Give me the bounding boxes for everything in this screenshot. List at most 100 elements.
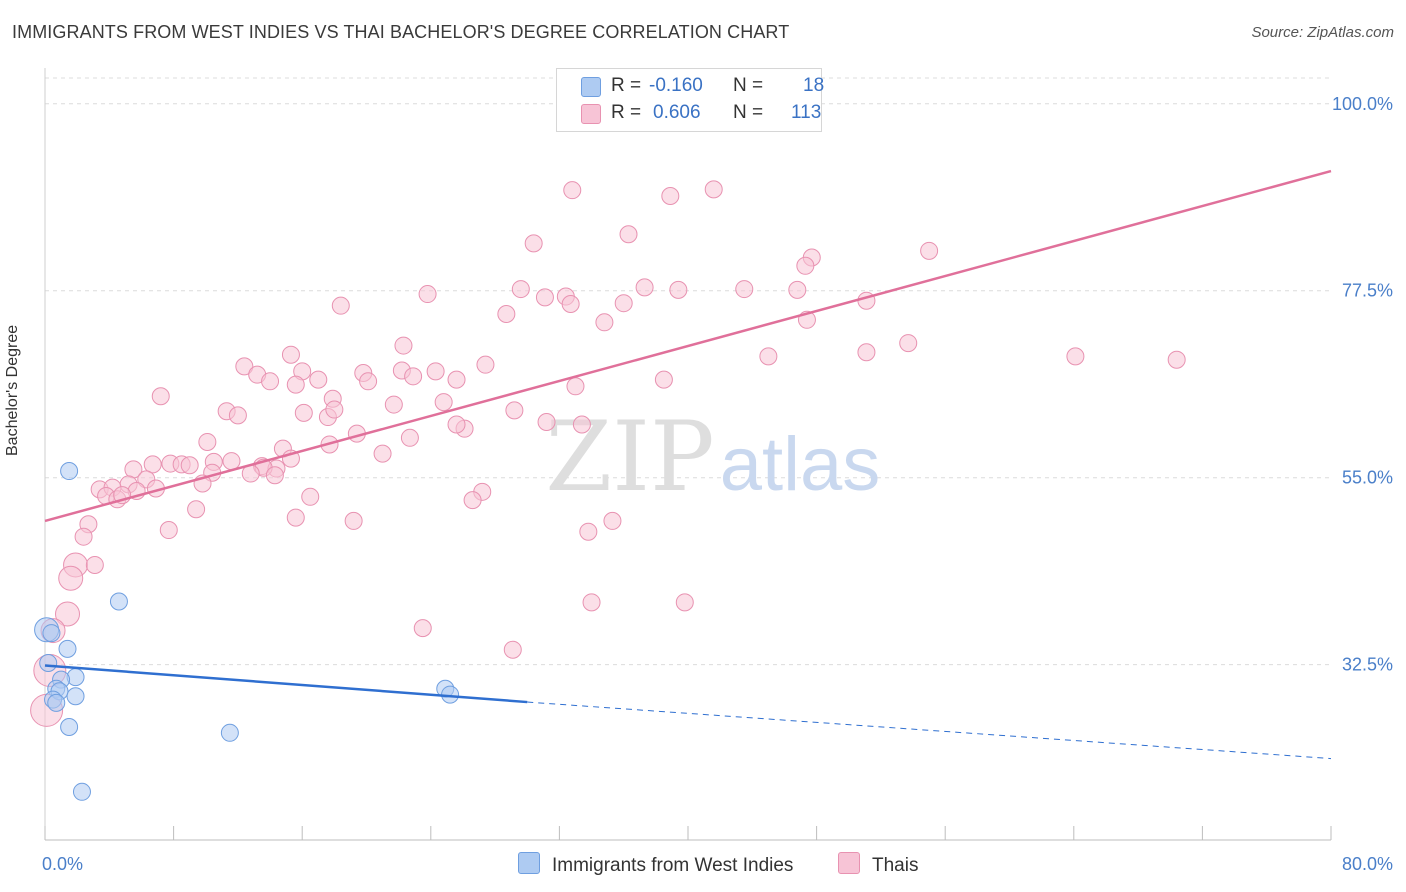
legend-r-label: R = [611,102,642,123]
thais-point-44 [384,395,403,414]
thais-point-69 [180,456,199,475]
thais-point-110 [759,347,778,366]
thais-point-21 [595,313,614,332]
watermark-zip: ZIP [545,401,714,513]
thais-point-38 [426,362,445,381]
thais-point-109 [857,343,876,362]
thais-point-61 [373,444,392,463]
thais-point-92 [344,511,363,530]
series-name-west-indies: Immigrants from West Indies [552,855,794,876]
thais-point-15 [561,295,580,314]
series-swatch-blue [518,852,540,874]
thais-point-23 [899,334,918,353]
thais-point-52 [537,413,556,432]
thais-point-100 [582,593,601,612]
tick-labels: 32.5% 55.0% 77.5% 100.0% 0.0% 80.0% [42,94,1393,874]
west-indies-trend-extension [527,701,1332,760]
legend-n-label: N = [733,102,764,123]
thais-point-12 [511,280,530,299]
thais-point-96 [579,522,598,541]
thais-point-16 [418,285,437,304]
thais-point-9 [669,280,688,299]
series-legend-west-indies: Immigrants from West Indies [518,852,793,877]
thais-point-5 [920,241,939,260]
y-axis-label: Bachelor's Degree [4,324,21,456]
legend-n-label: N = [733,75,764,96]
thais-point-59 [198,432,217,451]
thais-point-37 [404,367,423,386]
thais-point-65 [143,455,162,474]
thais-point-101 [675,593,694,612]
stats-legend: R = -0.160 N = 18 R = 0.606 N = 113 [556,68,825,132]
thais-point-4 [524,234,543,253]
legend-r-value: 0.606 [653,102,701,123]
chart-title: IMMIGRANTS FROM WEST INDIES VS THAI BACH… [12,22,790,42]
thais-point-41 [654,370,673,389]
west-indies-point-13 [60,717,79,736]
thais-point-7 [796,256,815,275]
thais-point-19 [331,296,350,315]
thais-point-33 [309,370,328,389]
west-indies-trend-line [44,664,528,704]
watermark: ZIP atlas [545,401,880,513]
thais-point-46 [505,401,524,420]
west-indies-point-3 [42,624,61,643]
west-indies-points [34,462,460,801]
thais-point-94 [159,521,178,540]
thais-point-102 [55,601,81,627]
west-indies-point-1 [109,592,128,611]
thais-point-39 [447,370,466,389]
thais-point-89 [187,500,206,519]
y-tick-label-3: 100.0% [1332,94,1393,114]
series-legend-thais: Thais [838,852,918,877]
thais-point-98 [85,555,104,574]
thais-point-2 [704,180,723,199]
thais-point-35 [359,372,378,391]
west-indies-point-4 [58,639,77,658]
watermark-atlas: atlas [720,422,881,507]
legend-r-label: R = [611,75,642,96]
thais-point-93 [603,511,622,530]
west-indies-point-5 [39,654,58,673]
thais-point-51 [325,400,344,419]
thais-point-48 [228,406,247,425]
thais-point-54 [447,415,466,434]
thais-point-20 [497,304,516,323]
west-indies-point-0 [60,462,79,481]
thais-point-8 [635,278,654,297]
legend-n-value: 113 [791,102,822,123]
thais-point-27 [235,357,254,376]
west-indies-point-17 [72,782,91,801]
west-indies-point-10 [66,687,85,706]
series-name-thais: Thais [872,855,919,876]
west-indies-point-14 [220,723,239,742]
thais-point-40 [566,377,585,396]
thais-point-1 [661,186,680,205]
thais-point-91 [286,508,305,527]
y-tick-label-1: 55.0% [1342,468,1393,488]
legend-n-value: 18 [803,75,825,96]
thais-point-62 [222,452,241,471]
source-credit: Source: ZipAtlas.com [1251,24,1394,41]
series-swatch-pink [838,852,860,874]
thais-point-42 [151,387,170,406]
thais-point-29 [476,355,495,374]
legend-swatch-pink [581,104,601,124]
thais-point-24 [1167,350,1186,369]
thais-point-45 [434,393,453,412]
thais-point-25 [394,336,413,355]
x-tick-label-1: 80.0% [1342,854,1393,874]
thais-point-10 [735,280,754,299]
y-tick-label-0: 32.5% [1342,655,1393,675]
thais-point-17 [614,294,633,313]
thais-point-32 [286,375,305,394]
thais-point-49 [294,403,313,422]
thais-point-26 [281,345,300,364]
thais-point-3 [619,225,638,244]
x-tick-label-0: 0.0% [42,854,83,874]
y-tick-label-2: 77.5% [1342,281,1393,301]
thais-point-88 [463,491,482,510]
thais-point-57 [400,428,419,447]
thais-point-31 [261,372,280,391]
